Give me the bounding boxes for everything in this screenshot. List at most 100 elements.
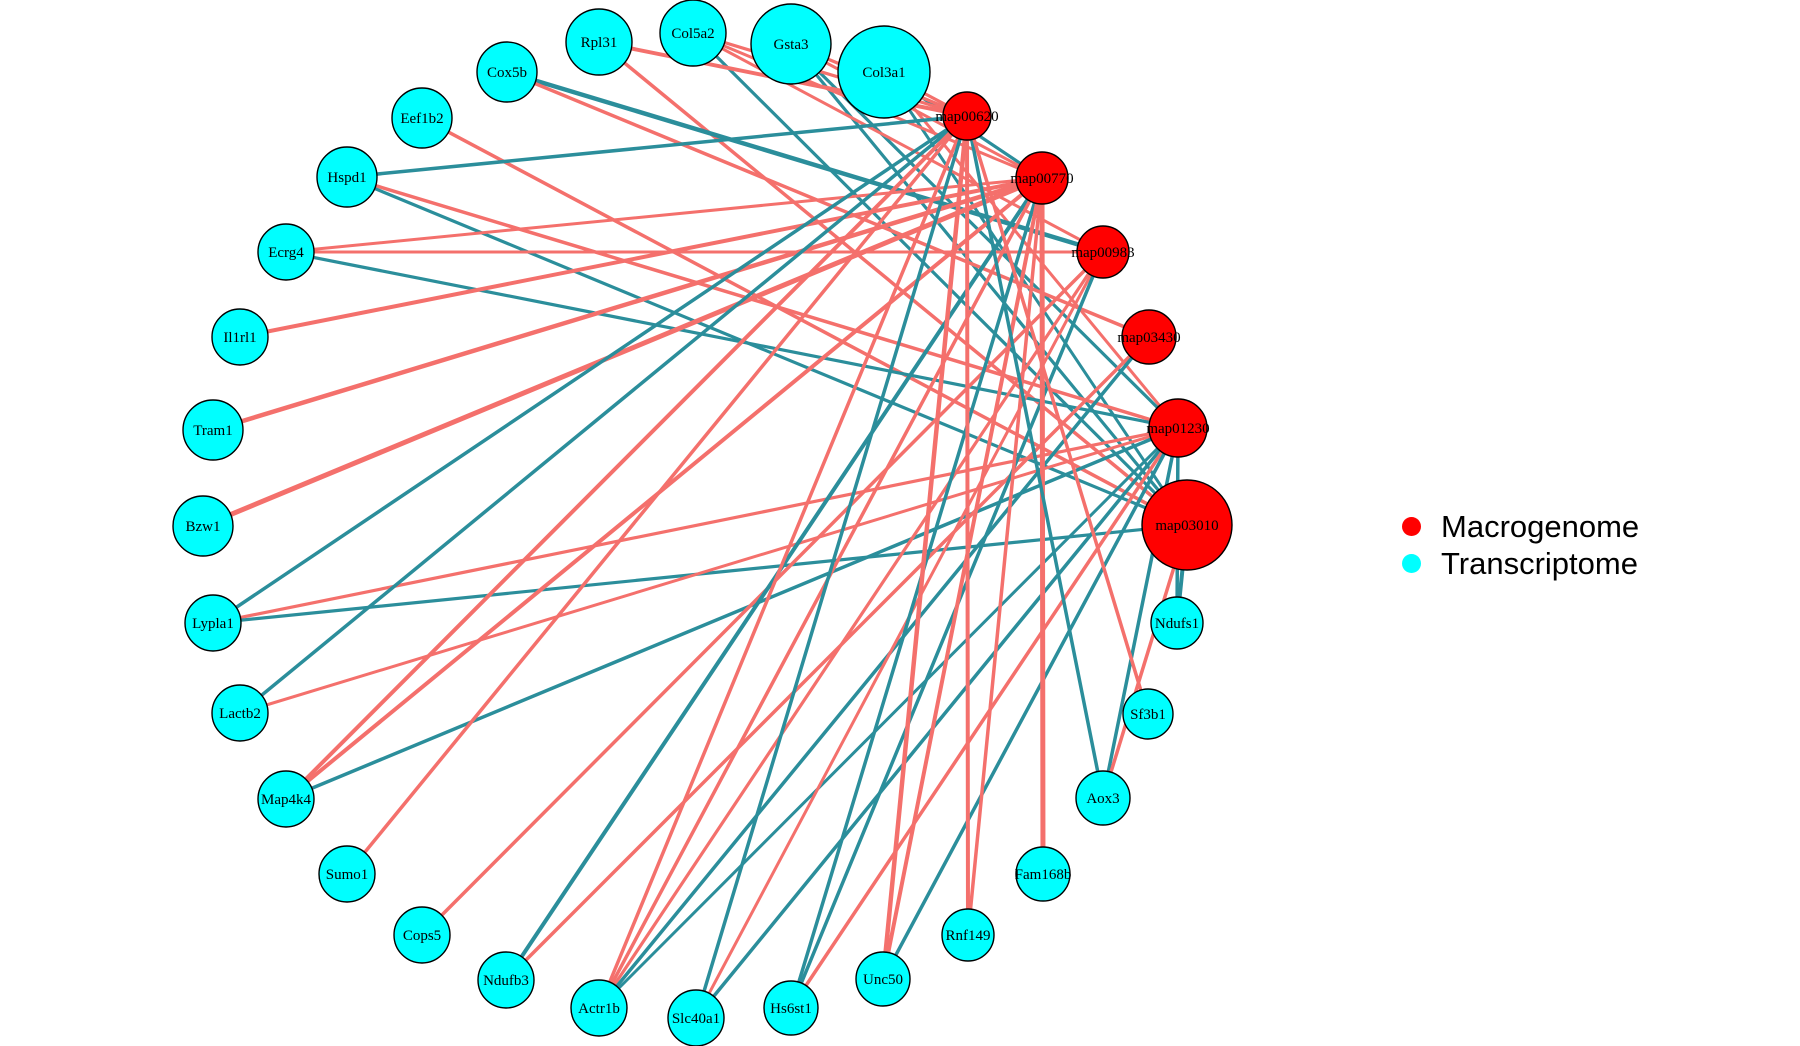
edge-Sumo1-map00620	[345, 114, 969, 876]
edge-Actr1b-map01230	[597, 426, 1180, 1010]
edge-Actr1b-map03430	[597, 335, 1151, 1010]
node-map03010	[1141, 479, 1233, 571]
node-label-Sf3b1: Sf3b1	[1130, 707, 1166, 723]
edge-Rnf149-map00770	[966, 176, 1044, 937]
node-label-Hspd1: Hspd1	[327, 170, 366, 186]
node-map00620	[942, 91, 992, 141]
node-Cox5b	[476, 41, 538, 103]
node-Col5a2	[659, 0, 727, 67]
node-label-Gsta3: Gsta3	[774, 37, 809, 53]
node-label-map00983: map00983	[1071, 245, 1134, 261]
node-map00770	[1015, 151, 1069, 205]
legend-row-transcriptome: Transcriptome	[1402, 545, 1639, 582]
node-label-map03430: map03430	[1117, 330, 1180, 346]
edge-Ecrg4-map00770	[284, 176, 1044, 254]
node-Ndufs1	[1150, 596, 1204, 650]
edge-Rnf149-map00620	[965, 114, 970, 937]
edge-Lactb2-map01230	[238, 426, 1180, 715]
node-Fam168b	[1015, 846, 1071, 902]
edge-Actr1b-map00770	[597, 176, 1044, 1010]
node-map01230	[1148, 398, 1208, 458]
edge-Fam168b-map00770	[1039, 175, 1046, 877]
node-Unc50	[855, 951, 911, 1007]
edge-Slc40a1-map01230	[694, 426, 1180, 1020]
node-Sumo1	[318, 845, 376, 903]
edge-Il1rl1-map00770	[238, 176, 1044, 339]
legend-label-transcriptome: Transcriptome	[1441, 546, 1638, 581]
node-Hspd1	[316, 146, 378, 208]
node-label-map01230: map01230	[1146, 421, 1209, 437]
node-Slc40a1	[667, 989, 725, 1046]
node-Tram1	[182, 399, 244, 461]
node-label-Fam168b: Fam168b	[1015, 867, 1072, 883]
edge-Hs6st1-map00983	[789, 250, 1105, 1010]
edge-Slc40a1-map00983	[694, 250, 1105, 1020]
edge-Hs6st1-map00770	[789, 176, 1044, 1010]
node-Rpl31	[565, 8, 633, 76]
edge-Sf3b1-map00620	[965, 114, 1150, 716]
edge-Tram1-map00770	[210, 175, 1045, 433]
node-label-Unc50: Unc50	[863, 972, 903, 988]
edge-Lactb2-map00620	[238, 114, 969, 715]
node-label-Aox3: Aox3	[1086, 791, 1119, 807]
node-Lactb2	[211, 684, 269, 742]
node-label-Eef1b2: Eef1b2	[400, 111, 443, 127]
node-label-Ecrg4: Ecrg4	[268, 245, 304, 261]
node-map03430	[1121, 309, 1177, 365]
node-label-Actr1b: Actr1b	[578, 1001, 620, 1017]
edge-Unc50-map00620	[880, 113, 970, 982]
node-label-Lypla1: Lypla1	[192, 616, 234, 632]
edge-Actr1b-map00620	[597, 114, 969, 1010]
edge-Eef1b2-map03010	[420, 116, 1189, 527]
node-Il1rl1	[211, 308, 269, 366]
node-label-Hs6st1: Hs6st1	[770, 1001, 812, 1017]
edge-Map4k4-map00620	[284, 114, 969, 801]
node-Cops5	[393, 906, 451, 964]
node-Eef1b2	[391, 87, 453, 149]
node-map00983	[1076, 225, 1130, 279]
node-label-Map4k4: Map4k4	[261, 792, 311, 808]
edge-Map4k4-map01230	[284, 426, 1180, 801]
node-label-map03010: map03010	[1155, 518, 1218, 534]
edge-Hspd1-map01230	[345, 175, 1180, 430]
edge-Aox3-map03010	[1101, 523, 1189, 800]
node-label-Tram1: Tram1	[193, 423, 232, 439]
node-label-Col5a2: Col5a2	[671, 26, 714, 42]
transcriptome-dot-icon	[1402, 554, 1421, 573]
node-Ndufb3	[477, 951, 535, 1009]
node-label-Ndufb3: Ndufb3	[483, 973, 529, 989]
node-Aox3	[1075, 770, 1131, 826]
edge-Cox5b-map00983	[504, 69, 1106, 255]
node-Map4k4	[257, 770, 315, 828]
node-Sf3b1	[1122, 688, 1174, 740]
node-Rnf149	[941, 908, 995, 962]
legend-row-macrogenome: Macrogenome	[1402, 508, 1639, 545]
node-Hs6st1	[763, 980, 819, 1036]
node-label-Il1rl1: Il1rl1	[223, 330, 256, 346]
edge-Hs6st1-map01230	[789, 426, 1180, 1010]
edge-Aox3-map00620	[965, 114, 1105, 800]
edge-Lypla1-map00620	[211, 114, 969, 625]
node-label-map00770: map00770	[1010, 171, 1073, 187]
node-label-map00620: map00620	[935, 109, 998, 125]
node-Bzw1	[172, 495, 234, 557]
edge-Ndufb3-map00770	[504, 176, 1044, 982]
edge-Cox5b-map03430	[505, 70, 1151, 339]
macrogenome-dot-icon	[1402, 517, 1421, 536]
node-label-Sumo1: Sumo1	[326, 867, 369, 883]
node-label-Rpl31: Rpl31	[581, 35, 618, 51]
node-label-Slc40a1: Slc40a1	[672, 1011, 720, 1027]
edge-Unc50-map00770	[881, 176, 1044, 981]
edge-Slc40a1-map00620	[694, 114, 969, 1020]
node-label-Col3a1: Col3a1	[862, 65, 905, 81]
node-Lypla1	[184, 594, 242, 652]
edge-Ecrg4-map01230	[284, 250, 1180, 430]
edge-Col5a2-map00620	[691, 31, 969, 118]
node-Actr1b	[570, 979, 628, 1037]
edge-Hspd1-map00620	[345, 114, 969, 179]
node-label-Cops5: Cops5	[403, 928, 441, 944]
node-label-Bzw1: Bzw1	[186, 519, 221, 535]
legend: Macrogenome Transcriptome	[1402, 508, 1639, 582]
